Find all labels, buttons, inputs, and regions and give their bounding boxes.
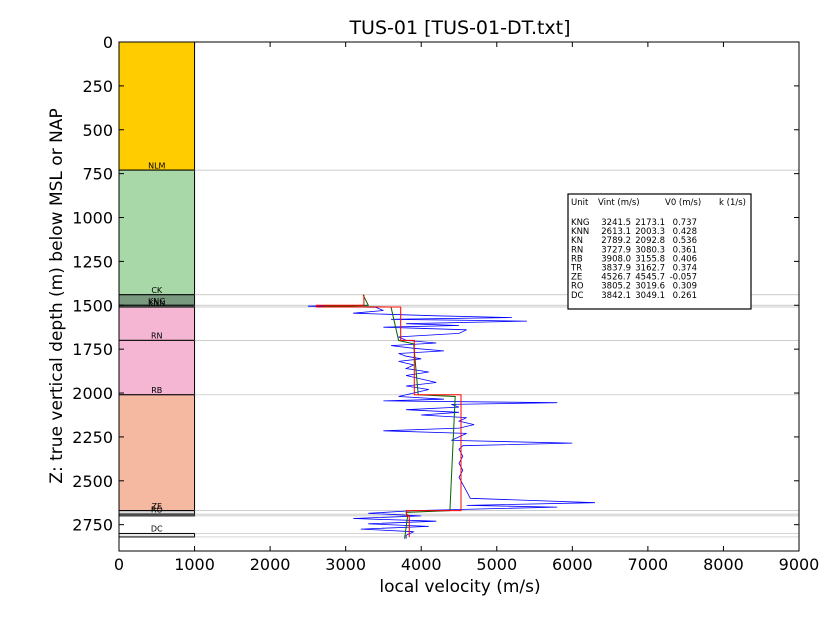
y-tick-label: 1750 [72, 340, 113, 359]
y-tick-label: 1250 [72, 252, 113, 271]
legend-box: Unit Vint (m/s) V0 (m/s) k (1/s) KNG 3241.5 21… [567, 193, 752, 310]
legend-cell: 2173.1 [635, 218, 665, 228]
legend-cell: 3080.3 [635, 245, 665, 255]
legend-header-cell: Unit [571, 198, 589, 208]
y-tick-label: 250 [82, 77, 113, 96]
y-tick-label: 1000 [72, 209, 113, 228]
x-tick-label: 7000 [628, 555, 669, 574]
legend-cell: 2789.2 [601, 236, 631, 246]
legend-cell: 0.406 [673, 254, 697, 264]
legend-cell: -0.057 [670, 273, 697, 283]
legend-cell: 0.374 [673, 264, 697, 274]
legend-cell: 3837.9 [601, 264, 631, 274]
unit-label-knn: KNN [148, 299, 165, 308]
legend-header-cell: V0 (m/s) [665, 198, 701, 208]
unit-block-rb [118, 339, 196, 396]
legend-cell: ZE [571, 273, 582, 283]
legend-header-cell: Vint (m/s) [598, 198, 640, 208]
x-tick-label: 8000 [703, 555, 744, 574]
unit-label-nlm: NLM [148, 161, 165, 170]
legend-cell: 3727.9 [601, 245, 631, 255]
legend-cell: 2092.8 [635, 236, 665, 246]
legend-cell: 0.428 [673, 227, 697, 237]
legend-cell: 0.361 [673, 245, 697, 255]
legend-frame [567, 193, 752, 310]
legend-cell: 3162.7 [635, 264, 665, 274]
x-tick-label: 1000 [174, 555, 215, 574]
y-tick-label: 2750 [72, 516, 113, 535]
legend-cell: 2003.3 [635, 227, 665, 237]
legend-cell: 0.536 [673, 236, 697, 246]
legend-cell: KNG [571, 218, 590, 228]
legend-cell: 3805.2 [601, 282, 631, 292]
vint-line [315, 294, 462, 537]
y-tick-label: 0 [103, 33, 113, 52]
y-tick-label: 750 [82, 165, 113, 184]
legend-cell: 3049.1 [635, 291, 665, 301]
legend-cell: 3155.8 [635, 254, 665, 264]
unit-label-kng: KNG [148, 297, 165, 306]
chart-title: TUS-01 [TUS-01-DT.txt] [348, 17, 570, 39]
y-axis: 0 250 500 750 1000 1250 1500 1750 2000 2250 2500 27… [72, 33, 799, 535]
unit-label-ze: ZE [152, 502, 163, 511]
unit-label-rn: RN [151, 332, 163, 341]
unit-label-dc: DC [151, 525, 163, 534]
x-tick-label: 5000 [476, 555, 517, 574]
plot-frame [118, 41, 800, 552]
legend-cell: 4526.7 [601, 273, 631, 283]
legend-cell: 0.261 [673, 291, 697, 301]
unit-label-ck: CK [151, 286, 163, 295]
legend-cell: TR [570, 264, 582, 274]
legend-cell: 3908.0 [601, 254, 631, 264]
x-tick-label: 0 [114, 555, 124, 574]
unit-block-tr [118, 394, 196, 512]
legend-cell: 3241.5 [601, 218, 631, 228]
legend-cell: 4545.7 [635, 273, 665, 283]
y-tick-label: 2500 [72, 472, 113, 491]
y-axis-title: Z: true vertical depth (m) below MSL or … [47, 108, 67, 483]
x-axis: 0 1000 2000 3000 4000 5000 6000 7000 8000 9000 [114, 42, 819, 574]
unit-blocks [118, 41, 196, 538]
unit-block-dc [118, 532, 196, 538]
legend-cell: 0.309 [673, 282, 697, 292]
unit-label-ro: RO [151, 505, 163, 514]
legend-cell: KNN [571, 227, 589, 237]
unit-label-rb: RB [151, 386, 162, 395]
legend-cell: RO [571, 282, 584, 292]
legend-header-cell: k (1/s) [719, 198, 746, 208]
y-tick-label: 1500 [72, 296, 113, 315]
legend-cell: 3842.1 [601, 291, 631, 301]
x-tick-label: 2000 [250, 555, 291, 574]
velocity-log-line [307, 304, 596, 539]
legend-cell: KN [571, 236, 583, 246]
legend-cell: RB [571, 254, 583, 264]
y-tick-label: 2250 [72, 428, 113, 447]
x-tick-label: 6000 [552, 555, 593, 574]
legend-cell: DC [571, 291, 584, 301]
unit-block-ro [118, 513, 196, 517]
legend-cell: 3019.6 [635, 282, 665, 292]
legend-cell: 2613.1 [601, 227, 631, 237]
legend-cell: RN [571, 245, 583, 255]
x-axis-title: local velocity (m/s) [379, 577, 540, 597]
x-tick-label: 3000 [325, 555, 366, 574]
x-tick-label: 4000 [401, 555, 442, 574]
x-tick-label: 9000 [779, 555, 820, 574]
unit-block-nlm [118, 41, 196, 171]
legend-cell: 0.737 [673, 218, 697, 228]
y-tick-label: 2000 [72, 384, 113, 403]
y-tick-label: 500 [82, 121, 113, 140]
series-group [307, 294, 596, 539]
unit-block-ck [118, 169, 196, 296]
